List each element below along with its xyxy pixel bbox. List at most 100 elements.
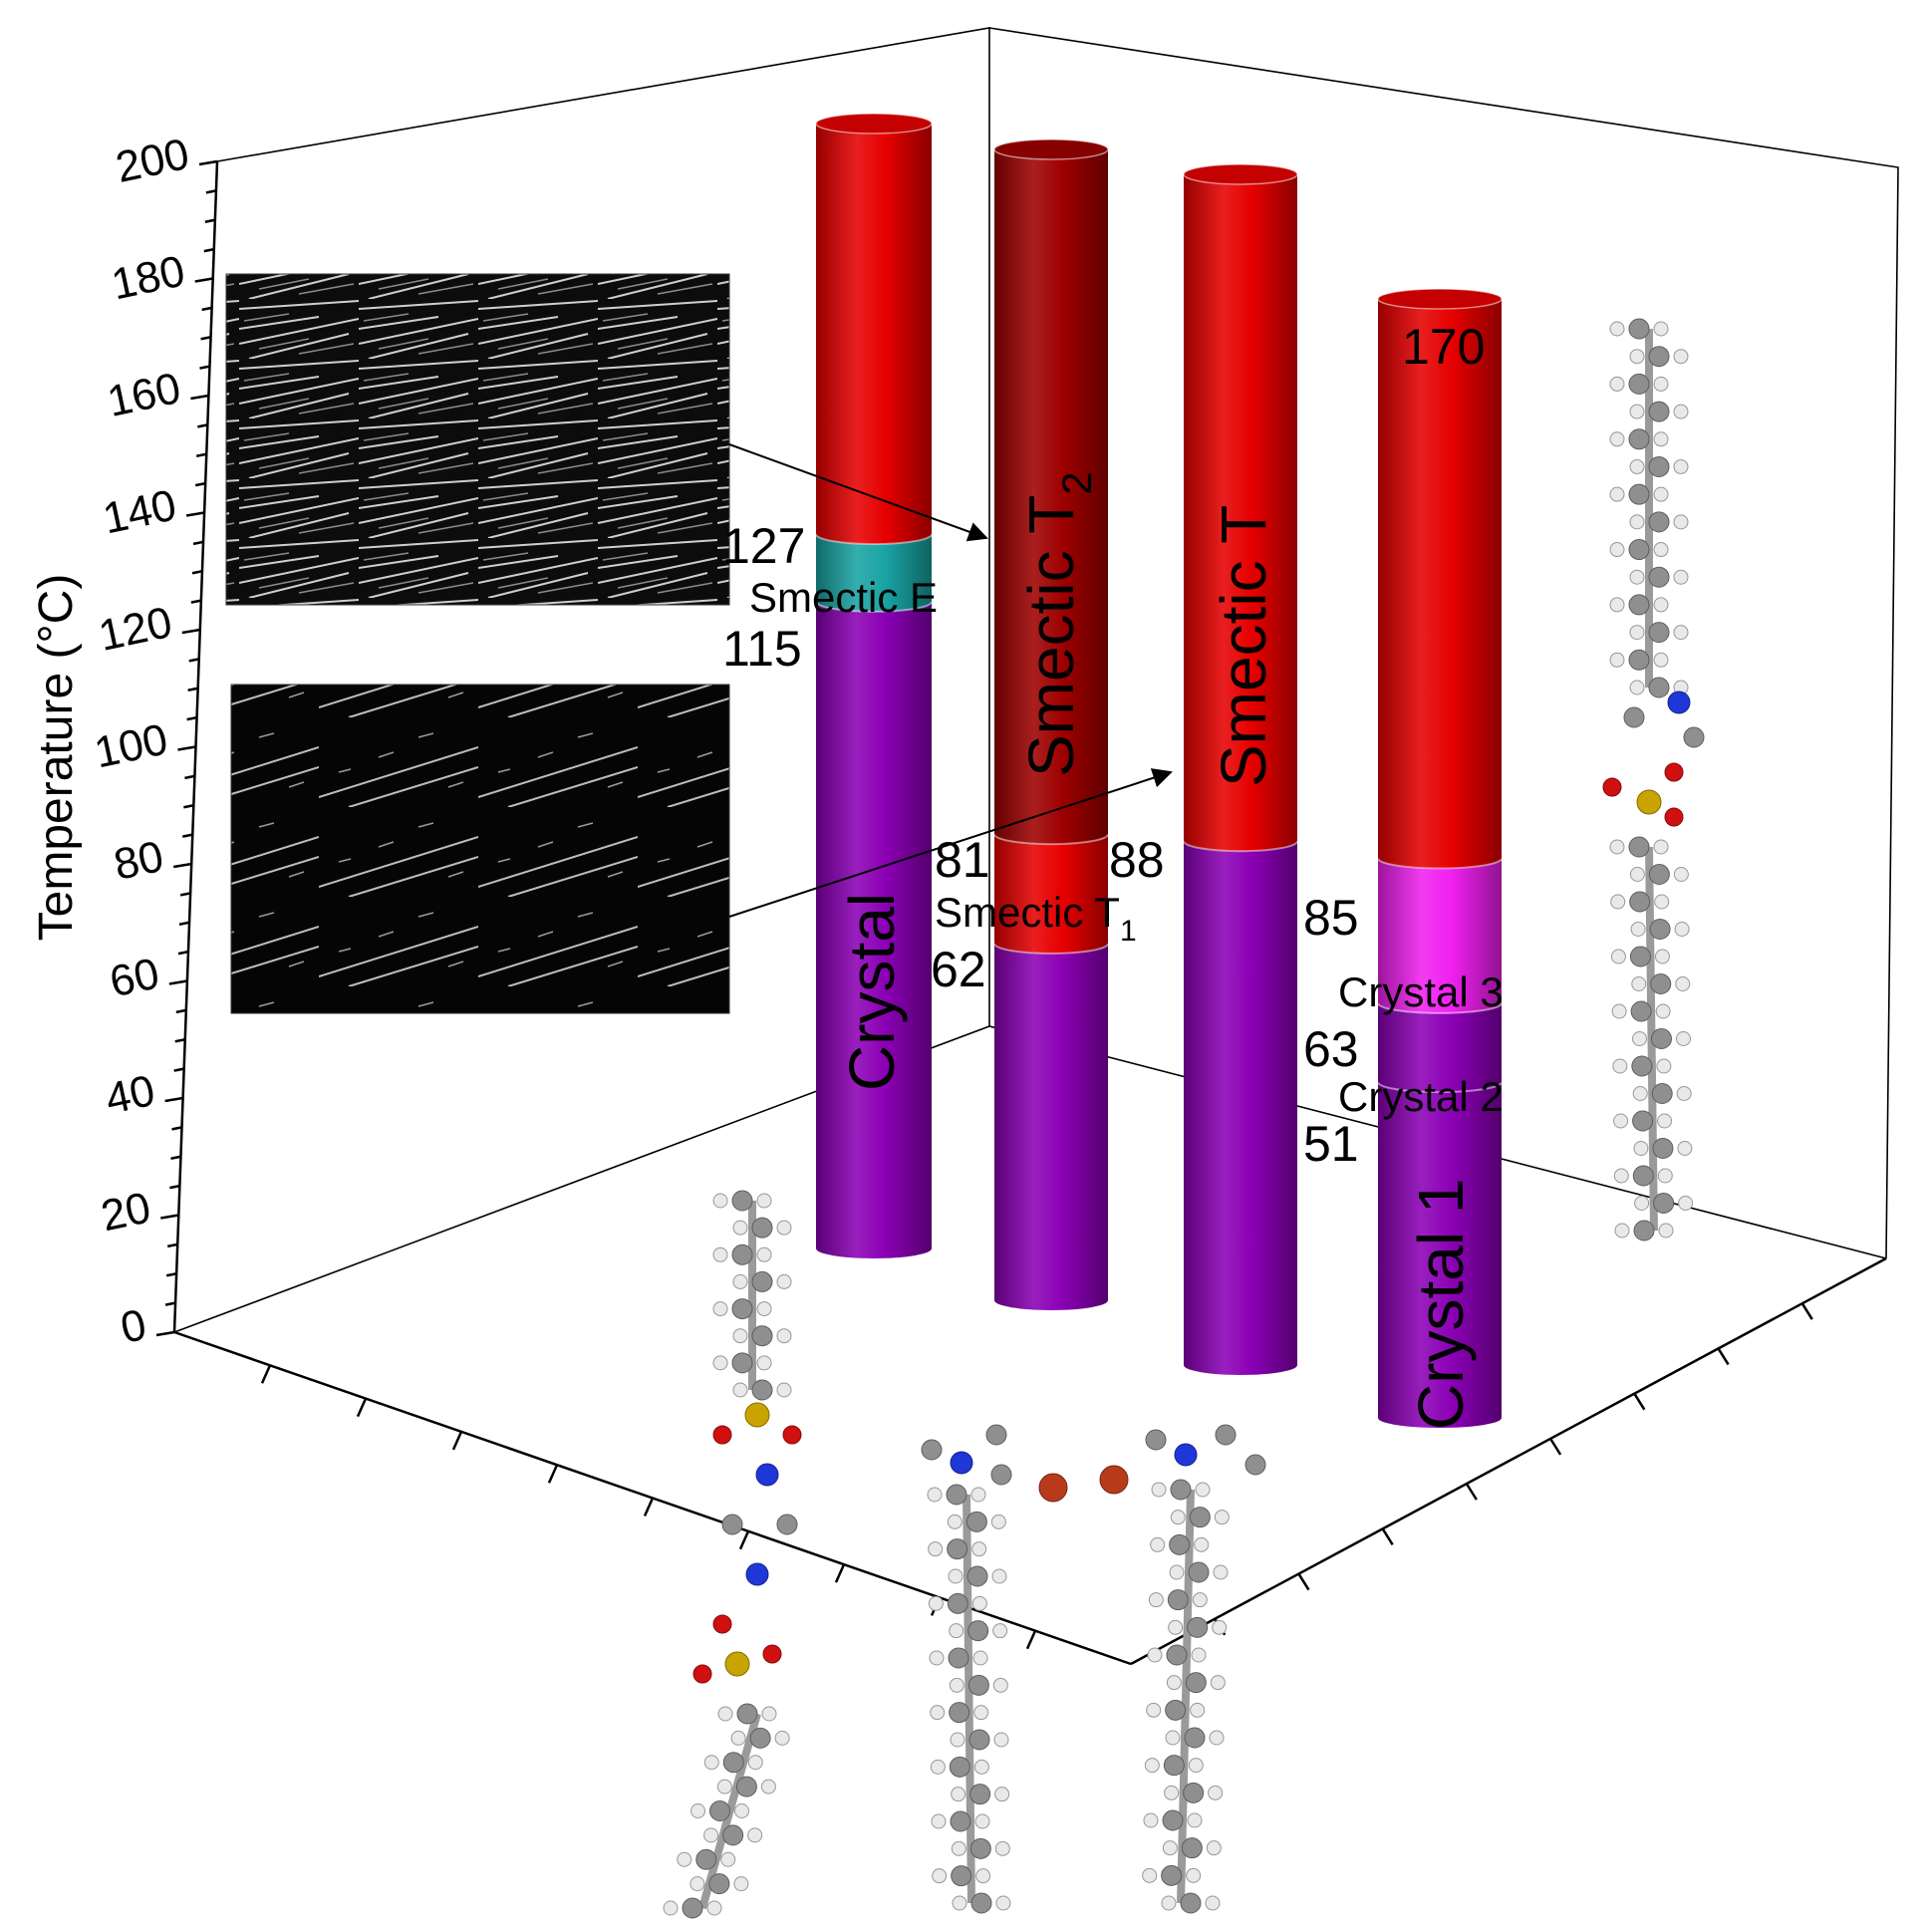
molecule-model-icon [994,1787,1010,1802]
y-tick-label: 0 [117,1300,150,1353]
y-tick-major [155,1330,175,1337]
floor-tick-left [451,1431,463,1451]
molecule-model-icon [736,1703,758,1725]
molecule-model-icon [973,1759,989,1775]
molecule-model-icon [1653,1193,1675,1214]
column-top-cap [1183,163,1298,185]
molecule-model-icon [1629,404,1645,419]
molecule-model-icon [949,1623,964,1639]
molecule-model-icon [720,1851,736,1867]
y-tick-minor [170,1155,181,1160]
molecule-model-icon [1648,622,1670,644]
molecule-model-icon [1655,1003,1671,1019]
molecule-model-icon [946,1484,967,1506]
y-tick-minor [179,892,191,897]
y-tick-minor [199,365,210,370]
phase-label-crystal-3: Crystal 3 [1338,968,1504,1015]
molecule-model-icon [732,1328,748,1344]
y-tick-minor [186,715,197,721]
molecule-model-icon [1656,1058,1672,1074]
molecule-model-icon [1142,1867,1158,1883]
molecule-model-icon [1648,677,1670,698]
molecule-model-icon [1653,839,1669,855]
molecule-model-icon [931,1813,947,1829]
molecule-model-icon [1161,1864,1183,1886]
molecule-model-icon [992,1677,1008,1693]
transition-label: 62 [931,942,986,997]
molecule-model-icon [756,1355,772,1371]
molecule-model-icon [971,1595,987,1611]
molecule-model-icon [1632,1031,1647,1046]
y-tick-label: 100 [91,714,172,777]
floor-tick-left [834,1563,846,1583]
molecule-model-icon [689,1876,705,1892]
molecule-model-icon [1633,1141,1649,1156]
molecule-model-icon [1677,1141,1693,1156]
molecule-model-icon [733,1876,749,1892]
molecule-model-icon [682,1897,703,1919]
molecule-model-icon [1609,839,1625,855]
molecule-model-icon [947,1538,968,1560]
y-tick-minor [204,218,216,223]
box-floor-back [173,1025,1887,1333]
molecule-model-icon [975,1868,991,1884]
molecule-model-icon [1633,1220,1655,1242]
molecule-model-icon [1610,894,1626,910]
y-tick-label: 20 [97,1183,154,1241]
molecule-model-icon [1674,922,1690,937]
molecule-model-icon [994,1840,1010,1856]
molecule-model-icon [1628,836,1650,858]
molecule-model-icon [1038,1473,1068,1503]
molecule-model-icon [1213,1564,1229,1580]
molecule-model-icon [927,1487,943,1503]
molecule-model-icon [947,1514,963,1529]
transition-label: 127 [722,518,805,574]
molecule-model-icon [1676,1086,1692,1101]
y-tick-minor [200,336,211,341]
molecule-model-icon [1628,649,1650,671]
molecule-model-icon [703,1827,719,1843]
molecule-model-icon [731,1352,753,1374]
molecule-model-icon [1653,542,1669,558]
molecule-model-icon [744,1402,770,1428]
molecule-model-icon [969,1837,991,1859]
molecule-model-icon [1187,1812,1203,1828]
y-tick-minor [177,950,189,956]
molecule-model-icon [1609,376,1625,392]
molecule-model-icon [1189,1507,1211,1528]
molecule-model-icon [1609,321,1625,337]
y-tick-major [172,862,192,869]
molecule-model-icon [947,1592,968,1614]
molecule-model-icon [1636,789,1662,815]
molecule-model-icon [1177,1489,1195,1904]
molecule-model-icon [1653,431,1669,447]
y-tick-minor [183,804,194,809]
molecule-model-icon [1629,569,1645,585]
molecule-model-icon [1648,455,1670,477]
molecule-model-icon [949,1702,970,1724]
molecule-model-icon [974,1813,990,1829]
molecule-model-icon [1145,1429,1167,1451]
molecule-model-icon [731,1243,753,1265]
molecule-model-icon [731,1298,753,1320]
molecule-model-icon [1611,1003,1627,1019]
transition-label: 63 [1303,1021,1359,1077]
molecule-model-icon [776,1273,792,1289]
molecule-model-icon [968,1729,990,1751]
molecule-model-icon [948,1647,969,1669]
y-tick-minor [175,1008,187,1014]
y-tick-major [177,745,196,751]
molecule-model-icon [1629,891,1651,913]
molecule-model-icon [776,1328,792,1344]
molecule-model-icon [751,1379,773,1401]
column-top-cap [1377,288,1503,310]
column-segment [994,149,1108,845]
molecule-model-icon [949,1677,964,1693]
floor-tick-right [1549,1438,1562,1456]
molecule-model-icon [1214,1510,1230,1525]
molecule-model-icon [950,1810,971,1832]
column-1 [815,113,933,1258]
molecule-model-icon [1188,1758,1204,1774]
floor-tick-right [1381,1527,1394,1545]
